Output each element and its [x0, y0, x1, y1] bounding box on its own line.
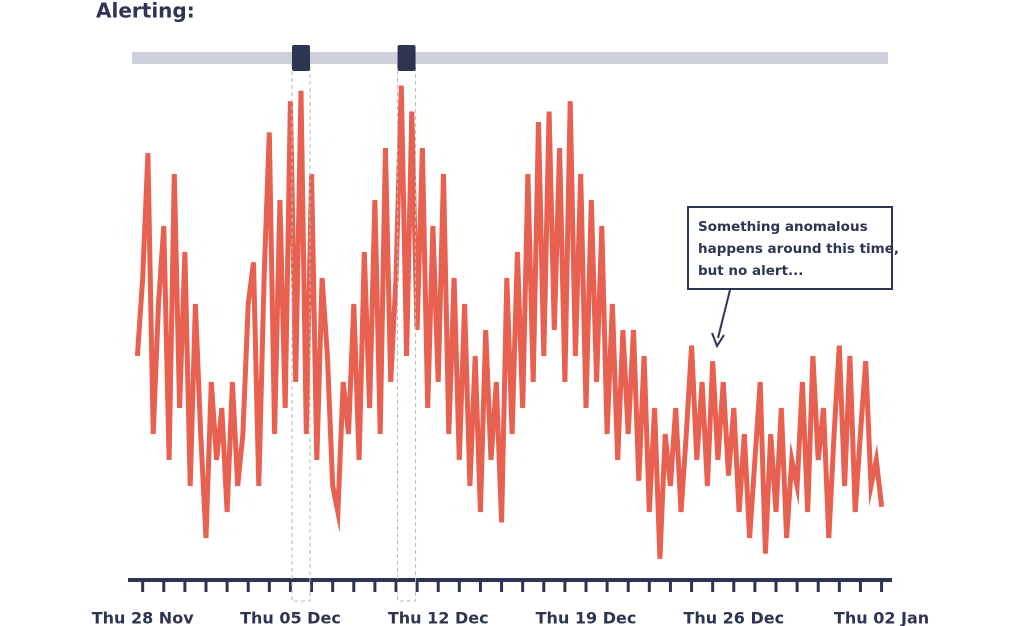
x-tick-label: Thu 02 Jan — [834, 609, 929, 626]
chart-title: Alerting: — [96, 0, 195, 23]
x-tick-label: Thu 05 Dec — [240, 609, 341, 626]
annotation-text: happens around this time, — [698, 241, 899, 257]
x-tick-label: Thu 12 Dec — [388, 609, 489, 626]
annotation-text: but no alert... — [698, 263, 803, 279]
x-tick-label: Thu 19 Dec — [536, 609, 637, 626]
annotation-text: Something anomalous — [698, 219, 868, 235]
x-tick-label: Thu 28 Nov — [92, 609, 194, 626]
alert-marker — [397, 45, 416, 71]
arrow-head — [711, 332, 725, 349]
annotation-arrow — [717, 289, 731, 339]
series-line — [134, 85, 885, 559]
x-tick-label: Thu 26 Dec — [683, 609, 784, 626]
annotation-box — [687, 206, 893, 290]
alert-marker — [292, 45, 310, 71]
alert-bar — [132, 52, 888, 64]
annotation: Something anomalous happens around this … — [687, 206, 899, 349]
